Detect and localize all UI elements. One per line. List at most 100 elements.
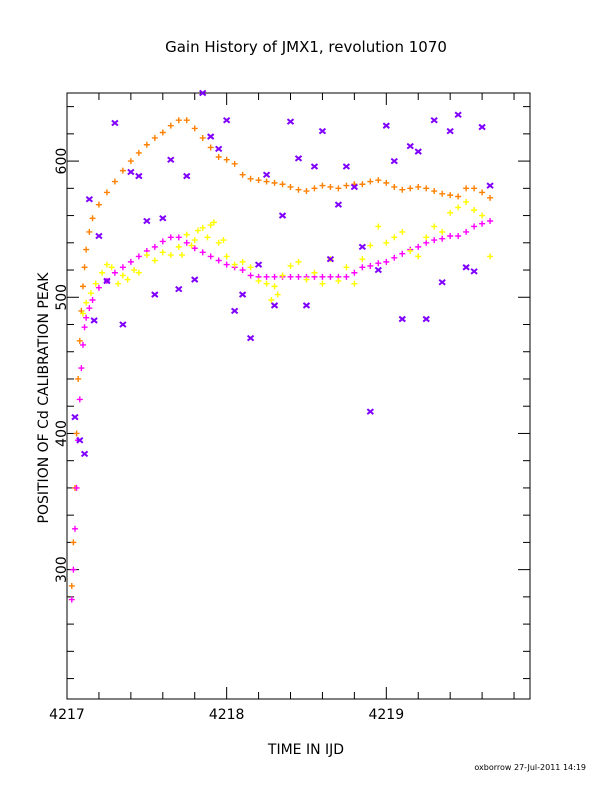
data-point — [478, 123, 486, 131]
data-point — [79, 310, 86, 317]
data-point — [215, 257, 222, 264]
data-point — [135, 253, 142, 260]
data-point — [423, 239, 430, 246]
data-point — [319, 280, 326, 287]
data-point — [167, 252, 174, 259]
data-point — [359, 256, 366, 263]
data-point — [247, 264, 254, 271]
data-point — [295, 186, 302, 193]
data-point — [463, 228, 470, 235]
data-point — [191, 276, 199, 283]
data-point — [268, 296, 275, 303]
data-point — [85, 195, 93, 203]
data-point — [78, 365, 85, 372]
data-point — [431, 237, 438, 244]
data-point — [407, 247, 414, 254]
data-point — [310, 163, 319, 170]
data-point — [75, 375, 82, 382]
data-point — [199, 249, 206, 256]
data-point — [471, 207, 478, 214]
data-point — [90, 317, 98, 324]
y-tick-label: 400 — [54, 420, 70, 447]
data-point — [188, 242, 195, 249]
data-point — [415, 243, 422, 250]
data-point — [86, 305, 93, 312]
data-point — [414, 148, 422, 155]
data-point — [367, 242, 374, 249]
data-point — [423, 234, 430, 241]
y-tick-label: 600 — [54, 148, 70, 175]
data-point — [183, 172, 191, 180]
data-point — [151, 291, 159, 298]
data-point — [334, 201, 343, 208]
data-point — [343, 182, 350, 189]
data-point — [239, 258, 246, 265]
data-point — [89, 296, 96, 303]
data-point — [135, 149, 142, 156]
data-point — [83, 299, 90, 306]
data-marks — [68, 89, 494, 603]
data-point — [486, 182, 494, 189]
data-point — [295, 258, 302, 265]
x-tick-label: 4219 — [368, 707, 404, 723]
data-point — [375, 260, 382, 267]
data-point — [207, 133, 215, 140]
data-point — [239, 267, 246, 274]
data-point — [487, 218, 494, 225]
data-point — [223, 156, 230, 163]
data-point — [487, 194, 494, 201]
data-point — [447, 232, 454, 239]
data-point — [271, 179, 278, 186]
data-point — [311, 185, 318, 192]
x-tick-label: 4217 — [49, 707, 85, 723]
data-point — [383, 179, 390, 186]
data-point — [204, 234, 211, 241]
data-point — [175, 117, 182, 124]
data-point — [95, 284, 102, 291]
data-point — [103, 261, 110, 268]
data-point — [399, 250, 406, 257]
data-point — [351, 280, 358, 287]
data-point — [399, 186, 406, 193]
data-point — [231, 160, 238, 167]
data-point — [83, 246, 90, 253]
data-point — [159, 238, 166, 245]
data-point — [68, 582, 75, 589]
series-2 — [68, 218, 494, 603]
data-point — [343, 264, 350, 271]
data-point — [463, 185, 470, 192]
data-point — [335, 277, 342, 284]
data-point — [390, 157, 398, 165]
data-point — [439, 228, 446, 235]
data-point — [479, 212, 486, 219]
data-point — [73, 484, 80, 491]
data-point — [119, 321, 127, 328]
data-point — [423, 185, 430, 192]
data-point — [295, 273, 302, 280]
data-point — [108, 264, 115, 271]
data-point — [302, 302, 311, 309]
axis-ticks — [66, 93, 530, 699]
data-point — [175, 285, 183, 293]
data-point — [231, 261, 238, 268]
data-point — [335, 185, 342, 192]
series-1 — [68, 117, 494, 589]
data-point — [367, 262, 374, 269]
data-point — [391, 234, 398, 241]
data-point — [415, 253, 422, 260]
data-point — [70, 539, 77, 546]
data-point — [127, 168, 135, 176]
data-point — [343, 273, 350, 280]
data-point — [215, 239, 222, 246]
data-point — [431, 223, 438, 230]
data-point — [119, 264, 126, 271]
data-point — [76, 337, 83, 344]
data-point — [311, 269, 318, 276]
data-point — [254, 261, 263, 268]
data-point — [111, 269, 118, 276]
data-point — [391, 183, 398, 190]
data-point — [415, 183, 422, 190]
data-point — [439, 235, 446, 242]
data-point — [359, 181, 366, 188]
